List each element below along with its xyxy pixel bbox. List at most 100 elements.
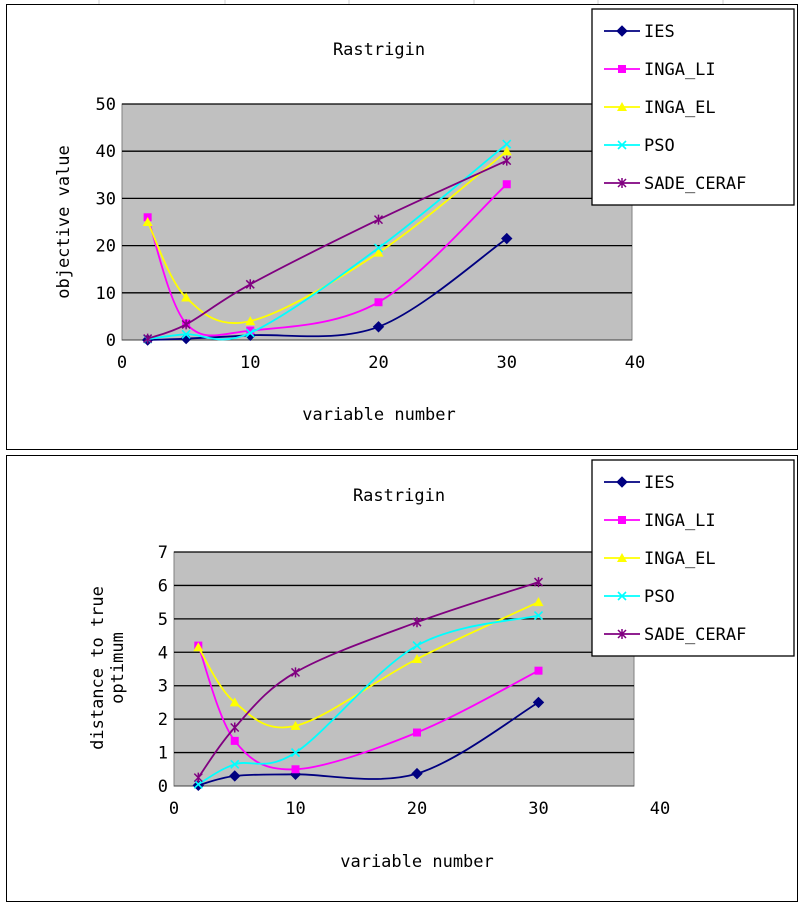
- legend-item: INGA_LI: [604, 511, 716, 531]
- y-tick-label: 2: [158, 710, 168, 730]
- chart-objective-value: 0 10 20 30 40 50 0 10 20 30 40 Rastrigin variable nu…: [54, 8, 795, 425]
- data-point: [372, 321, 385, 333]
- legend-item: PSO: [604, 587, 675, 607]
- legend: IES INGA_LI INGA_EL PSO SADE_CERAF: [591, 8, 795, 206]
- series-line: [197, 581, 539, 779]
- x-axis-label: variable number: [302, 405, 456, 425]
- legend-item: INGA_EL: [604, 549, 716, 569]
- data-point: [181, 319, 191, 330]
- legend-item: SADE_CERAF: [604, 174, 746, 194]
- x-axis-label: variable number: [340, 852, 494, 872]
- series-inga-el: [142, 146, 512, 326]
- legend-marker: [617, 140, 627, 150]
- y-axis-label: optimum: [108, 632, 128, 704]
- data-point: [229, 770, 241, 782]
- series-line: [146, 183, 508, 337]
- legend-item: PSO: [604, 136, 675, 156]
- legend-marker: [617, 629, 627, 639]
- x-tick-label: 40: [650, 799, 670, 819]
- data-point: [181, 329, 191, 339]
- series-sade-ceraf: [193, 577, 544, 783]
- data-point: [291, 765, 300, 774]
- y-axis-label-group: objective value: [54, 145, 74, 299]
- data-point: [412, 653, 422, 663]
- y-axis-label: objective value: [54, 145, 74, 299]
- data-point: [193, 772, 203, 783]
- data-point: [532, 696, 545, 709]
- legend-marker: [618, 65, 626, 73]
- y-tick-label: 30: [96, 189, 116, 209]
- data-point: [373, 214, 384, 225]
- x-tick-label: 10: [285, 799, 305, 819]
- data-point: [501, 146, 512, 156]
- legend-marker: [616, 476, 628, 488]
- y-tick-label: 40: [96, 142, 116, 162]
- legend-label: INGA_EL: [644, 98, 716, 118]
- y-axis-label: distance to true: [88, 586, 108, 750]
- data-point: [181, 292, 192, 302]
- y-tick-label: 50: [96, 95, 116, 115]
- series-line: [147, 143, 508, 341]
- y-tick-label: 3: [158, 677, 168, 697]
- legend-label: SADE_CERAF: [644, 174, 746, 194]
- data-point: [230, 722, 240, 733]
- y-axis-label-group: distance to true optimum: [88, 586, 128, 750]
- series-line: [197, 601, 539, 729]
- legend-label: IES: [644, 473, 675, 493]
- series-sade-ceraf: [143, 155, 512, 344]
- series-line: [147, 159, 508, 340]
- data-point: [412, 641, 422, 651]
- legend-marker: [617, 591, 627, 601]
- data-point: [411, 767, 423, 780]
- legend: IES INGA_LI INGA_EL PSO SADE_CERAF: [591, 459, 795, 657]
- y-tick-label: 4: [158, 643, 168, 663]
- plot-area: [173, 551, 635, 787]
- x-tick-label: 0: [169, 799, 179, 819]
- legend-marker: [616, 25, 628, 37]
- data-point: [502, 139, 512, 149]
- data-point: [245, 316, 256, 326]
- data-point: [502, 155, 512, 166]
- series-line: [146, 150, 508, 324]
- legend-item: IES: [604, 22, 675, 42]
- legend-label: INGA_EL: [644, 549, 716, 569]
- data-point: [143, 333, 153, 344]
- y-tick-label: 0: [158, 777, 168, 797]
- legend-label: INGA_LI: [644, 511, 716, 531]
- y-tick-label: 6: [158, 576, 168, 596]
- y-tick-label: 5: [158, 610, 168, 630]
- y-tick-label: 0: [106, 331, 116, 351]
- data-point: [193, 642, 204, 652]
- chart-distance-to-optimum: 0 1 2 3 4 5 6 7 0 10 20 30 40 Rastrigin variable numbe…: [88, 459, 795, 872]
- data-point: [502, 180, 511, 189]
- data-point: [533, 610, 544, 621]
- x-tick-label: 30: [497, 353, 517, 373]
- data-point: [290, 667, 301, 678]
- y-tick-label: 20: [96, 237, 116, 257]
- data-point: [230, 759, 240, 769]
- legend-label: PSO: [644, 136, 675, 156]
- series-line: [198, 701, 539, 787]
- data-point: [246, 326, 255, 335]
- legend-label: IES: [644, 22, 675, 42]
- data-point: [290, 748, 301, 758]
- chart-title: Rastrigin: [333, 40, 425, 60]
- data-point: [229, 697, 240, 707]
- legend-item: IES: [604, 473, 675, 493]
- y-tick-label: 7: [158, 543, 168, 563]
- data-point: [245, 328, 255, 338]
- legend-item: INGA_EL: [604, 98, 716, 118]
- data-point: [230, 736, 239, 745]
- data-point: [373, 247, 384, 257]
- data-point: [412, 617, 422, 628]
- x-tick-label: 10: [240, 353, 260, 373]
- legend-marker: [618, 516, 626, 524]
- series-pso: [193, 610, 544, 789]
- data-point: [533, 577, 544, 588]
- chart-title: Rastrigin: [353, 486, 445, 506]
- legend-marker: [617, 102, 627, 111]
- y-tick-label: 10: [96, 284, 116, 304]
- x-tick-label: 40: [625, 353, 645, 373]
- y-tick-label: 1: [158, 744, 168, 764]
- series-line: [197, 614, 539, 786]
